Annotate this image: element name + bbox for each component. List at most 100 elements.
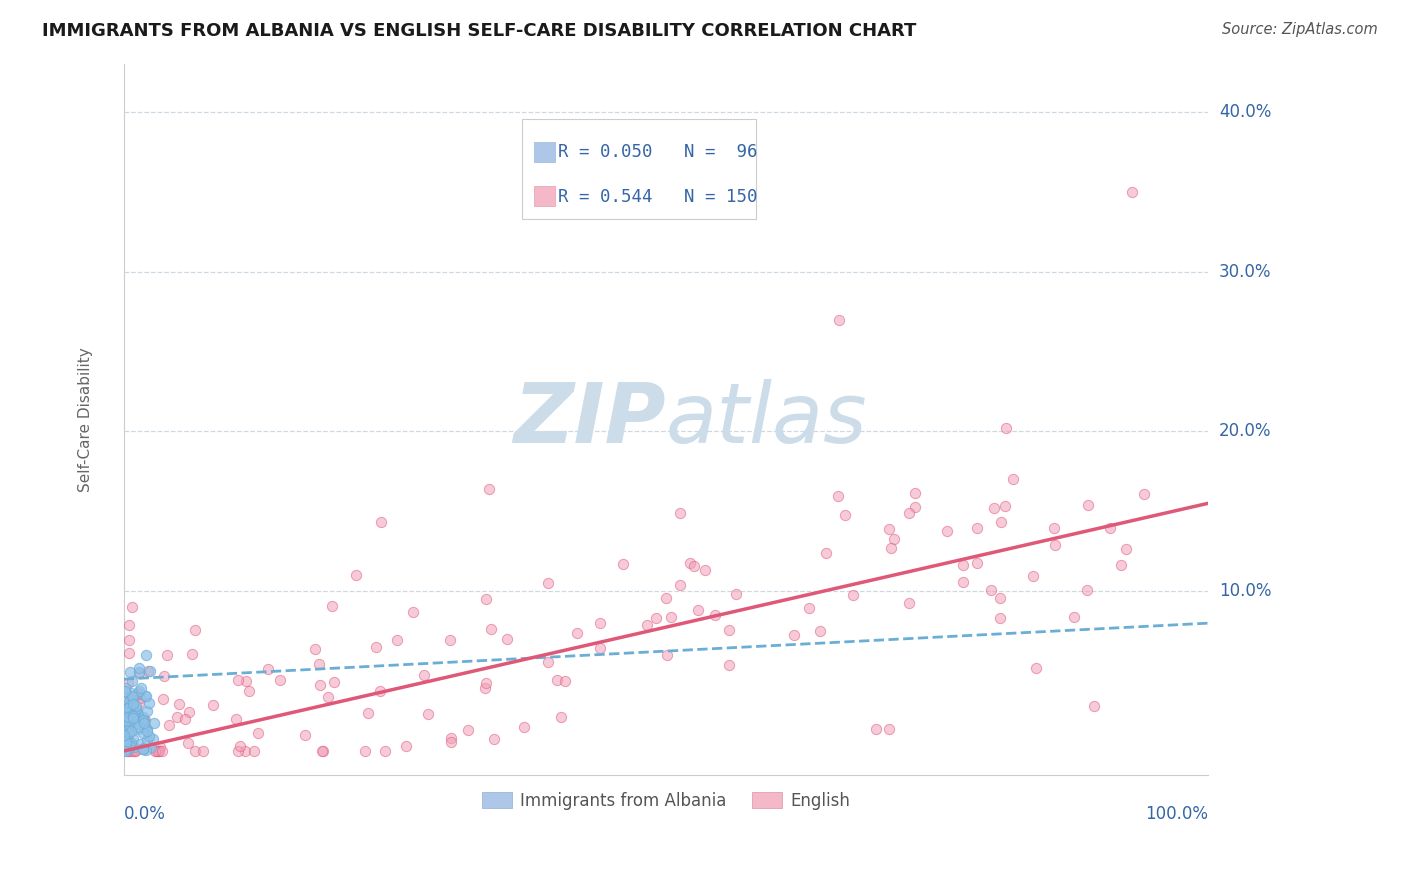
Point [115,741,138,756]
Point [402,605,425,619]
Point [117,709,139,723]
Point [115,733,138,747]
Point [935,524,957,538]
Point [120,698,142,712]
Point [121,697,143,711]
Point [114,732,136,747]
Point [135,689,157,703]
Point [537,655,560,669]
Point [148,744,170,758]
Point [117,618,139,632]
Point [686,603,709,617]
Point [636,618,658,632]
Point [118,737,141,751]
Point [124,717,146,731]
Point [121,690,143,704]
Point [865,723,887,737]
Point [724,587,747,601]
Point [120,706,142,720]
Point [117,701,139,715]
Point [135,742,157,756]
Point [952,558,974,573]
Point [114,729,136,743]
Point [132,714,155,728]
Point [370,515,392,529]
Point [121,711,143,725]
Point [120,724,142,739]
Point [127,708,149,723]
Point [387,632,409,647]
Point [121,744,143,758]
Point [474,676,496,690]
Point [357,706,380,721]
Point [129,681,152,695]
Point [1083,698,1105,713]
Point [117,744,139,758]
Point [842,588,865,602]
Point [115,744,138,758]
Point [177,736,200,750]
Point [269,673,291,688]
Point [1001,472,1024,486]
Point [897,596,920,610]
Point [157,718,180,732]
Point [121,731,143,746]
Point [134,689,156,703]
Point [118,699,141,714]
Point [1063,610,1085,624]
Point [128,684,150,698]
Point [148,744,170,758]
Point [120,686,142,700]
Point [118,633,141,648]
Point [990,515,1012,529]
Point [114,733,136,747]
Point [145,744,167,758]
Point [834,508,856,523]
Point [127,720,149,734]
Point [395,739,418,753]
Text: Source: ZipAtlas.com: Source: ZipAtlas.com [1222,22,1378,37]
Point [121,707,143,722]
Point [115,729,138,743]
Point [898,506,921,520]
Point [150,744,173,758]
Point [122,690,145,704]
Point [118,738,141,752]
Point [496,632,519,646]
Point [124,702,146,716]
Point [118,718,141,732]
Text: R = 0.050   N =  96: R = 0.050 N = 96 [558,144,758,161]
Point [416,706,439,721]
Point [124,744,146,758]
Point [537,576,560,591]
Point [156,648,179,662]
Point [117,728,139,742]
Point [114,720,136,734]
Point [112,728,135,742]
Point [153,668,176,682]
Point [112,708,135,723]
Point [880,541,903,555]
Point [225,712,247,726]
Point [174,712,197,726]
Point [152,692,174,706]
Point [588,616,610,631]
Point [1076,582,1098,597]
Point [226,673,249,687]
Point [128,737,150,751]
Legend: Immigrants from Albania, English: Immigrants from Albania, English [475,785,856,816]
Point [112,723,135,738]
Point [132,741,155,756]
Point [117,710,139,724]
Point [166,710,188,724]
Point [1099,521,1122,535]
Point [125,688,148,702]
Point [125,698,148,713]
Point [124,744,146,758]
Point [117,734,139,748]
Point [995,421,1018,435]
Point [669,506,692,520]
Point [128,665,150,680]
Text: 40.0%: 40.0% [1219,103,1271,121]
Point [1121,185,1143,199]
